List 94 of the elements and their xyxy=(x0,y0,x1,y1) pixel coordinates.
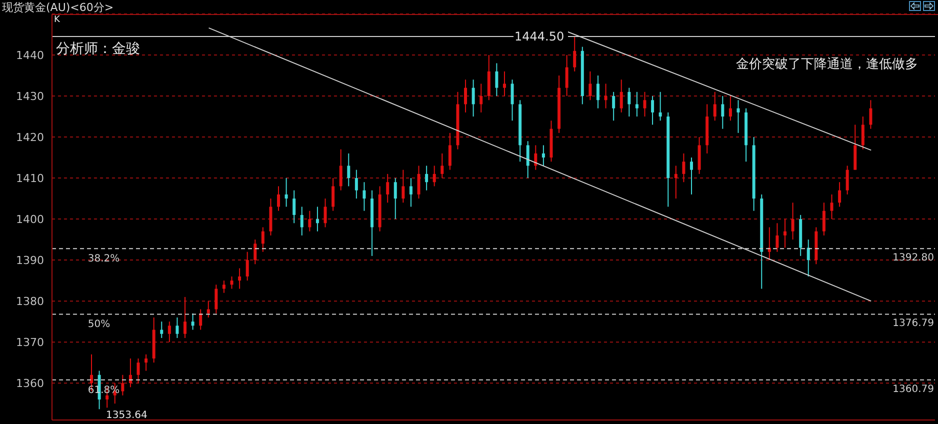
candlestick xyxy=(184,296,187,338)
candlestick xyxy=(230,276,234,290)
candlestick xyxy=(526,140,530,179)
candlestick xyxy=(261,226,264,252)
candlestick xyxy=(214,284,218,314)
candlestick xyxy=(277,186,280,212)
candlestick xyxy=(861,116,864,150)
candlestick xyxy=(604,83,608,109)
y-tick-label: 1440 xyxy=(16,48,44,62)
y-tick-label: 1410 xyxy=(16,172,44,185)
candlestick xyxy=(628,87,631,118)
candlestick xyxy=(502,70,506,97)
candlestick xyxy=(339,148,342,191)
candlestick xyxy=(472,79,475,118)
candlestick xyxy=(838,182,842,208)
candlestick xyxy=(222,280,226,294)
candlestick xyxy=(168,321,171,343)
annotation: 38.2% xyxy=(88,254,120,265)
y-tick-label: 1360 xyxy=(16,376,44,390)
ref-line-label: 1360.79 xyxy=(892,384,934,395)
annotation: 1353.64 xyxy=(106,410,148,421)
candlestick xyxy=(394,178,397,220)
candlestick xyxy=(806,239,810,277)
candlestick xyxy=(542,144,545,166)
candlestick xyxy=(464,79,468,113)
candlestick xyxy=(386,173,390,204)
candlestick xyxy=(651,96,654,126)
candlestick xyxy=(362,182,366,212)
candlestick xyxy=(635,91,638,118)
y-tick-label: 1390 xyxy=(16,254,44,267)
candlestick xyxy=(284,178,288,208)
ref-line-label: 1376.79 xyxy=(892,318,934,330)
candlestick xyxy=(191,312,194,330)
candlestick xyxy=(682,152,686,183)
y-tick-label: 1370 xyxy=(16,336,44,349)
candlestick xyxy=(409,178,412,208)
candlestick xyxy=(254,239,257,265)
annotation: 50% xyxy=(88,319,110,330)
candlestick xyxy=(596,75,600,109)
chart-title: 现货黄金(AU)<60分> xyxy=(2,0,114,15)
candlestick xyxy=(573,36,576,72)
candlestick xyxy=(776,222,779,252)
candlestick xyxy=(588,70,592,101)
candlestick xyxy=(121,374,124,396)
candlestick xyxy=(347,152,350,187)
candlestick xyxy=(480,83,483,113)
candlestick xyxy=(300,206,304,236)
candlestick xyxy=(136,358,140,384)
y-tick-label: 1400 xyxy=(16,212,44,226)
candlestick xyxy=(292,190,296,224)
candlestick xyxy=(495,62,498,97)
annotation: 金价突破了下降通道，逢低做多 xyxy=(736,56,918,73)
candlestick xyxy=(324,198,327,228)
candlestick xyxy=(565,54,568,97)
annotation: 1444.50 xyxy=(514,30,564,44)
y-tick-label: 1380 xyxy=(16,294,44,308)
candlestick xyxy=(432,165,436,187)
candlestick xyxy=(402,169,405,204)
candlestick xyxy=(316,206,319,232)
candlestick xyxy=(791,202,794,240)
candlestick xyxy=(417,165,420,200)
candlestick xyxy=(736,100,740,134)
candlestick xyxy=(713,91,716,122)
candlestick xyxy=(612,91,616,122)
ref-line-label: 1392.80 xyxy=(892,252,934,264)
candlestick xyxy=(246,251,249,282)
candlestick xyxy=(674,165,678,200)
candlestick xyxy=(658,91,662,122)
candlestick xyxy=(728,96,732,122)
text: K xyxy=(54,15,60,25)
candlestick xyxy=(425,165,428,191)
candlestick xyxy=(721,96,724,130)
candlestick xyxy=(308,210,312,232)
candlestick xyxy=(690,157,693,195)
candlestick xyxy=(332,178,335,212)
candlestick xyxy=(846,165,849,195)
candlestick xyxy=(206,300,210,318)
candlestick xyxy=(448,132,452,170)
annotation: 分析师：金骏 xyxy=(56,40,140,58)
candlestick xyxy=(176,316,179,338)
candlestick xyxy=(144,354,148,372)
y-tick-label: 1430 xyxy=(16,90,44,103)
candlestick xyxy=(238,268,242,290)
candlestick xyxy=(354,169,358,200)
candlestick xyxy=(510,79,514,122)
candlestick xyxy=(643,91,646,118)
candlestick xyxy=(160,321,164,338)
candlestick xyxy=(440,152,444,179)
candlestick xyxy=(869,100,872,130)
candlestick xyxy=(620,79,623,113)
y-tick-label: 1420 xyxy=(16,130,44,144)
candlestick xyxy=(822,202,826,236)
candlestick xyxy=(783,218,786,248)
candlestick xyxy=(830,194,834,220)
